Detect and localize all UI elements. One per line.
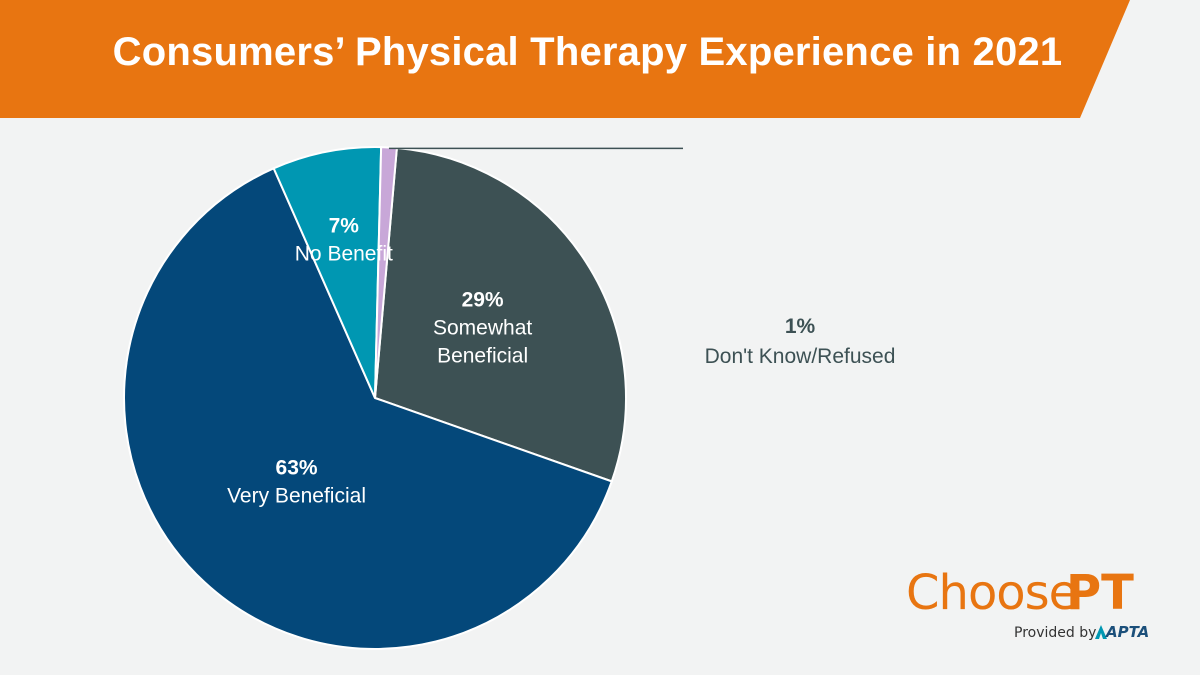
logo-apta-text: APTA (1106, 623, 1150, 641)
pct-label-no-benefit: 7% (329, 214, 360, 237)
pct-label-somewhat-beneficial: 29% (462, 289, 504, 312)
pct-label-dont-know: 1% (785, 315, 816, 338)
choosept-logo: Choose PT Provided by APTA (900, 565, 1170, 645)
name-label-dont-know: Don't Know/Refused (705, 345, 896, 368)
name-label-no-benefit: No Benefit (295, 242, 393, 265)
slice-somewhat-beneficial (373, 146, 627, 483)
logo-pt-text: PT (1066, 565, 1134, 621)
name-label-somewhat-beneficial: Somewhat (433, 317, 532, 340)
title-banner (0, 0, 1130, 118)
slice-no-benefit (272, 146, 383, 399)
name-label-somewhat-beneficial: Beneficial (437, 345, 528, 368)
name-label-very-beneficial: Very Beneficial (227, 485, 366, 508)
logo-provided-by: Provided by (1014, 625, 1097, 641)
logo-choose-text: Choose (906, 565, 1078, 621)
slice-very-beneficial (123, 167, 614, 650)
apta-logo-icon (1095, 625, 1107, 639)
chart-title: Consumers’ Physical Therapy Experience i… (112, 30, 1063, 74)
pct-label-very-beneficial: 63% (276, 457, 318, 480)
